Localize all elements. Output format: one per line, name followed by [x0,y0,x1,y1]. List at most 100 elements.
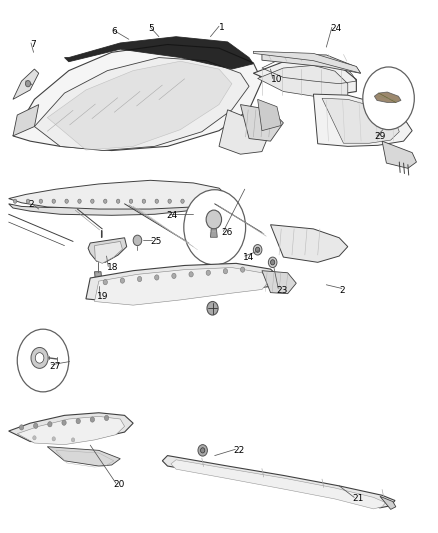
Polygon shape [258,99,281,131]
Text: 10: 10 [271,75,282,84]
Circle shape [268,257,277,268]
Polygon shape [262,53,360,73]
Text: 29: 29 [375,133,386,141]
Polygon shape [9,180,228,209]
Circle shape [184,190,246,265]
Polygon shape [13,69,39,99]
Polygon shape [271,225,348,262]
Circle shape [103,199,107,203]
Circle shape [34,423,38,429]
Circle shape [17,329,69,392]
Circle shape [48,422,52,427]
Text: 19: 19 [97,292,108,301]
Circle shape [207,302,218,315]
Polygon shape [258,66,348,98]
Circle shape [271,260,275,265]
Text: 24: 24 [166,211,178,220]
Circle shape [104,415,109,421]
Polygon shape [162,456,395,508]
Circle shape [363,67,414,130]
Polygon shape [95,272,102,285]
Polygon shape [322,98,399,143]
Polygon shape [17,416,124,445]
Circle shape [52,437,56,441]
Circle shape [253,245,262,255]
Circle shape [255,247,260,253]
Polygon shape [95,268,271,305]
Circle shape [142,199,145,203]
Text: 24: 24 [331,25,342,34]
Text: 14: 14 [243,253,254,262]
Polygon shape [9,413,133,443]
Circle shape [117,199,120,203]
Polygon shape [210,229,217,237]
Polygon shape [47,61,232,150]
Circle shape [62,420,66,425]
Circle shape [168,199,171,203]
Polygon shape [219,110,271,154]
Circle shape [52,199,56,203]
Circle shape [33,436,36,440]
Circle shape [35,353,44,363]
Circle shape [201,448,205,453]
Polygon shape [86,263,279,303]
Circle shape [206,210,222,229]
Polygon shape [374,92,401,102]
Polygon shape [13,104,39,136]
Polygon shape [13,45,262,150]
Polygon shape [9,203,219,215]
Circle shape [91,199,94,203]
Circle shape [19,425,24,430]
Circle shape [103,280,107,285]
Circle shape [172,273,176,279]
Circle shape [76,418,80,424]
Circle shape [78,199,81,203]
Text: 2: 2 [28,200,34,209]
Text: 26: 26 [221,228,233,237]
Polygon shape [88,238,127,262]
Circle shape [129,199,133,203]
Polygon shape [95,241,123,263]
Polygon shape [380,496,396,510]
Text: 21: 21 [352,495,364,504]
Circle shape [25,80,31,87]
Circle shape [138,277,142,281]
Circle shape [155,275,159,280]
Text: 1: 1 [219,23,225,32]
Circle shape [90,417,95,422]
Text: 7: 7 [30,40,36,49]
Circle shape [71,438,75,442]
Circle shape [155,199,159,203]
Polygon shape [64,37,253,69]
Text: 20: 20 [114,480,125,489]
Text: 25: 25 [150,237,162,246]
Circle shape [240,267,245,272]
Text: 27: 27 [49,362,61,372]
Polygon shape [382,141,417,168]
Polygon shape [253,59,357,94]
Circle shape [65,199,68,203]
Circle shape [39,199,42,203]
Text: 23: 23 [276,286,287,295]
Polygon shape [47,447,120,466]
Circle shape [181,199,184,203]
Polygon shape [314,94,412,147]
Circle shape [133,235,142,246]
Polygon shape [262,271,296,294]
Circle shape [120,278,124,283]
Circle shape [207,199,210,203]
Text: 6: 6 [112,27,117,36]
Circle shape [189,272,193,277]
Text: 2: 2 [339,286,345,295]
Polygon shape [35,58,249,150]
Polygon shape [171,460,385,509]
Circle shape [206,270,210,276]
Circle shape [26,199,30,203]
Text: 18: 18 [106,263,118,272]
Polygon shape [253,51,360,73]
Text: 5: 5 [148,25,154,34]
Circle shape [223,269,228,274]
Circle shape [31,348,48,368]
Circle shape [194,199,197,203]
Polygon shape [240,104,283,141]
